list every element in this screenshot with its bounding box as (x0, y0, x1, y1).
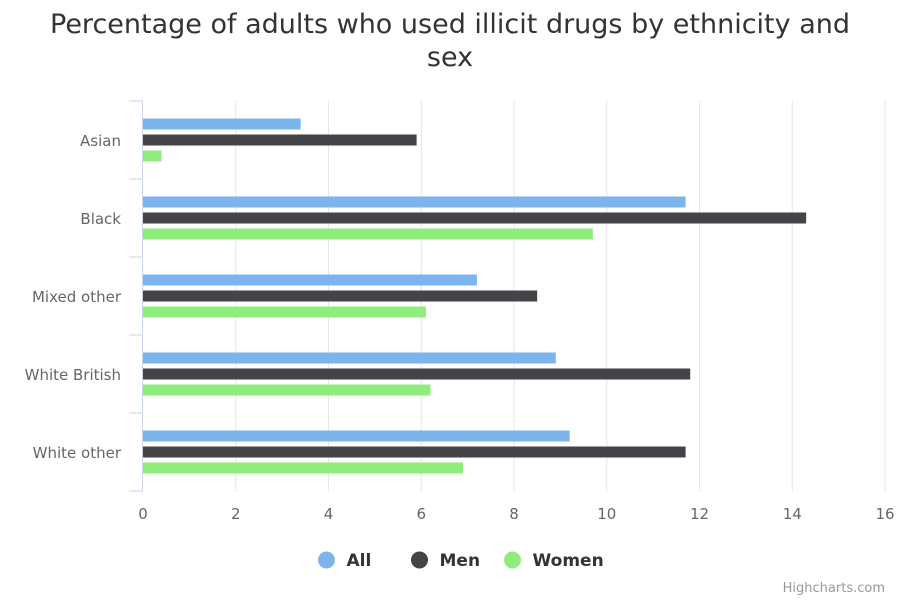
x-tick-label: 0 (138, 505, 148, 523)
x-tick-label: 4 (324, 505, 334, 523)
chart-title: Percentage of adults who used illicit dr… (0, 8, 900, 74)
x-tick-label: 6 (416, 505, 426, 523)
x-tick-label: 12 (690, 505, 709, 523)
bar-men[interactable] (143, 212, 807, 224)
bar-men[interactable] (143, 134, 417, 146)
legend-label-all[interactable]: All (347, 551, 372, 571)
x-tick-label: 8 (509, 505, 519, 523)
bar-women[interactable] (143, 462, 463, 474)
bar-women[interactable] (143, 228, 593, 240)
bar-women[interactable] (143, 306, 426, 318)
category-label: Asian (80, 132, 121, 150)
bar-all[interactable] (143, 274, 477, 286)
category-label: Mixed other (32, 288, 122, 306)
category-label: White British (25, 366, 121, 384)
bar-men[interactable] (143, 368, 691, 380)
category-axis: Asian Black Mixed other White British White … (25, 100, 143, 492)
chart-title-line-2: sex (426, 42, 474, 73)
legend-label-men[interactable]: Men (440, 551, 481, 571)
legend-marker-all[interactable] (318, 551, 335, 569)
bars (143, 118, 807, 474)
bar-all[interactable] (143, 118, 301, 130)
x-tick-label: 14 (783, 505, 802, 523)
chart-title-line-1: Percentage of adults who used illicit dr… (50, 9, 850, 40)
category-label: Black (80, 210, 121, 228)
bar-women[interactable] (143, 384, 431, 396)
x-tick-label: 2 (231, 505, 241, 523)
x-tick-label: 10 (597, 505, 616, 523)
bar-women[interactable] (143, 150, 162, 162)
credits-link[interactable]: Highcharts.com (782, 581, 885, 596)
category-label: White other (33, 444, 122, 462)
bar-all[interactable] (143, 352, 556, 364)
bar-all[interactable] (143, 430, 570, 442)
bar-all[interactable] (143, 196, 686, 208)
x-tick-label: 16 (875, 505, 894, 523)
bar-men[interactable] (143, 446, 686, 458)
legend-marker-women[interactable] (504, 551, 521, 569)
legend-label-women[interactable]: Women (533, 551, 604, 571)
legend[interactable]: All Men Women (318, 551, 604, 571)
legend-marker-men[interactable] (411, 551, 428, 569)
bar-men[interactable] (143, 290, 538, 302)
value-axis-ticks: 0 2 4 6 8 10 12 14 16 (138, 505, 894, 523)
